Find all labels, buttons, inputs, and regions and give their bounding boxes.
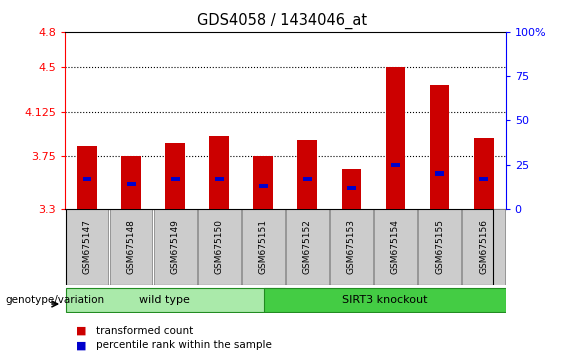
Text: GDS4058 / 1434046_at: GDS4058 / 1434046_at [197,12,368,29]
Bar [435,171,444,176]
Bar [462,209,505,285]
Bar [77,146,97,209]
Bar [215,177,224,181]
Bar [374,209,417,285]
Text: GSM675153: GSM675153 [347,219,356,274]
Text: wild type: wild type [138,295,190,305]
Text: GSM675152: GSM675152 [303,219,312,274]
Bar [110,209,153,285]
Bar [479,177,488,181]
Text: GSM675150: GSM675150 [215,219,224,274]
Text: GSM675156: GSM675156 [479,219,488,274]
Bar [259,184,268,188]
Text: GSM675147: GSM675147 [82,219,92,274]
Bar [341,169,362,209]
Text: ■: ■ [76,340,87,350]
Bar [121,156,141,209]
Bar [165,143,185,209]
Bar [473,138,494,209]
Text: ■: ■ [76,326,87,336]
Bar [242,209,285,285]
Bar [198,209,241,285]
Text: percentile rank within the sample: percentile rank within the sample [96,340,272,350]
Text: GSM675155: GSM675155 [435,219,444,274]
Bar [171,177,180,181]
Bar [127,182,136,186]
Text: GSM675151: GSM675151 [259,219,268,274]
Bar [347,185,356,190]
Bar [154,209,197,285]
Text: GSM675154: GSM675154 [391,219,400,274]
Bar [418,209,461,285]
Bar [429,85,450,209]
Bar [297,141,318,209]
Text: genotype/variation: genotype/variation [6,295,105,305]
Bar [391,162,400,167]
Bar [286,209,329,285]
Text: SIRT3 knockout: SIRT3 knockout [342,295,428,305]
Bar [82,177,92,181]
Bar [66,209,108,285]
Bar [330,209,373,285]
Bar [264,288,506,312]
Text: GSM675148: GSM675148 [127,219,136,274]
Bar [209,136,229,209]
Bar [385,67,406,209]
Bar [66,288,285,312]
Bar [303,177,312,181]
Bar [253,156,273,209]
Text: GSM675149: GSM675149 [171,219,180,274]
Text: transformed count: transformed count [96,326,193,336]
